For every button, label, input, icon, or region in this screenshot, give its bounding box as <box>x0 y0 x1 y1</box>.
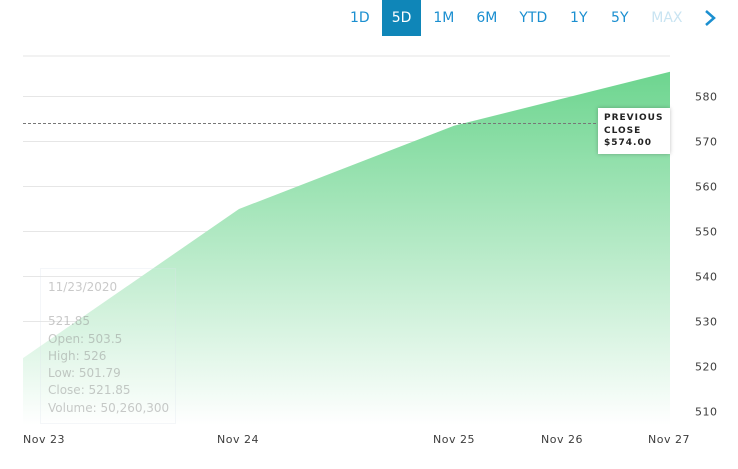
x-tick-label: Nov 25 <box>433 433 475 446</box>
tooltip-price: 521.85 <box>48 314 90 328</box>
y-tick-label: 520 <box>695 361 718 374</box>
x-axis-ticks: Nov 23 Nov 24 Nov 25 Nov 26 Nov 27 <box>23 433 690 446</box>
y-tick-label: 580 <box>695 91 718 104</box>
tooltip-date: 11/23/2020 <box>48 280 118 294</box>
x-tick-label: Nov 24 <box>217 433 259 446</box>
tab-ytd[interactable]: YTD <box>519 10 548 26</box>
tab-1m[interactable]: 1M <box>433 10 455 26</box>
tooltip-close: Close: 521.85 <box>48 383 131 397</box>
chevron-right-icon[interactable] <box>703 9 717 27</box>
tooltip-low: Low: 501.79 <box>48 366 121 380</box>
tooltip-open: Open: 503.5 <box>48 332 123 346</box>
range-selector: 1D 5D 1M 6M YTD 1Y 5Y MAX <box>340 0 695 36</box>
x-tick-label: Nov 23 <box>23 433 65 446</box>
tab-5y[interactable]: 5Y <box>611 10 629 26</box>
tooltip-high: High: 526 <box>48 349 107 363</box>
price-area <box>23 71 670 425</box>
x-tick-label: Nov 27 <box>648 433 690 446</box>
tooltip-volume: Volume: 50,260,300 <box>48 401 170 415</box>
previous-close-value: $574.00 <box>604 138 652 148</box>
y-tick-label: 550 <box>695 226 718 239</box>
x-tick-label: Nov 26 <box>541 433 583 446</box>
tab-1y[interactable]: 1Y <box>570 10 588 26</box>
previous-close-line2: CLOSE <box>604 125 642 136</box>
y-tick-label: 530 <box>695 316 718 329</box>
tab-max[interactable]: MAX <box>651 10 683 26</box>
y-axis-ticks: 510 520 530 540 550 560 570 580 <box>695 91 718 419</box>
hover-tooltip <box>40 268 176 424</box>
y-tick-label: 560 <box>695 181 718 194</box>
y-tick-label: 540 <box>695 271 718 284</box>
y-tick-label: 570 <box>695 136 718 149</box>
tab-6m[interactable]: 6M <box>476 10 498 26</box>
y-tick-label: 510 <box>695 406 718 419</box>
previous-close-line1: PREVIOUS <box>604 113 664 123</box>
tab-1d[interactable]: 1D <box>350 10 370 26</box>
previous-close-label: PREVIOUS CLOSE $574.00 <box>598 108 670 154</box>
tab-5d[interactable]: 5D <box>381 0 422 36</box>
